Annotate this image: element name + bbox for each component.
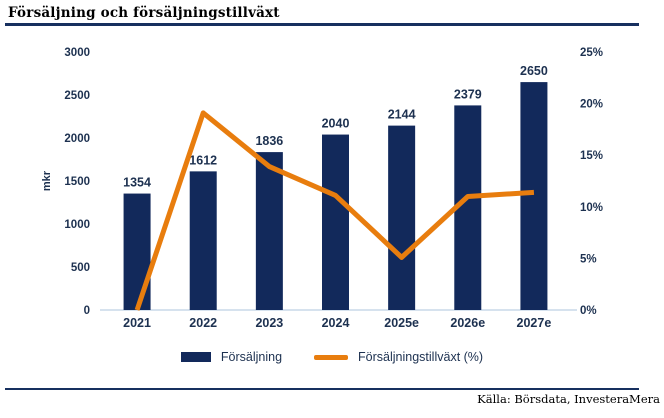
left-axis-tick-label: 1500 [64, 176, 90, 188]
x-axis-label-2023: 2023 [255, 316, 283, 330]
bar-value-label: 2650 [520, 64, 548, 78]
bar-value-label: 2040 [322, 117, 350, 131]
x-axis-label-2025e: 2025e [384, 316, 419, 330]
left-axis-tick-label: 3000 [64, 47, 90, 59]
sales-bar-2025e [388, 125, 416, 310]
x-axis-label-2024: 2024 [322, 316, 350, 330]
sales-bar-2024 [322, 134, 349, 310]
sales-bar-2021 [123, 193, 151, 310]
right-axis-tick-label: 5% [580, 253, 597, 265]
x-axis-label-2027e: 2027e [517, 316, 552, 330]
right-axis-tick-label: 0% [580, 305, 597, 317]
growth-line [134, 110, 535, 311]
title-rule-divider [5, 23, 639, 26]
bottom-rule-divider [5, 388, 639, 390]
legend-bar-label: Försäljning [220, 350, 283, 364]
bar-value-label: 1354 [123, 176, 151, 190]
right-axis-tick-label: 20% [580, 99, 603, 111]
chart-title: Försäljning och försäljningstillväxt [8, 5, 280, 21]
right-axis-tick-label: 10% [580, 202, 603, 214]
sales-bar-2027e [520, 82, 548, 310]
source-attribution: Källa: Börsdata, InvesteraMera [477, 392, 660, 406]
right-axis-tick-label: 15% [580, 150, 603, 162]
legend-line-swatch [314, 354, 349, 360]
chart-legend: Försäljning Försäljningstillväxt (%) [0, 347, 664, 367]
left-axis-tick-label: 2500 [64, 90, 90, 102]
legend-bar-swatch [180, 352, 211, 362]
left-axis-unit-label: mkr [41, 170, 53, 191]
x-axis-label-2021: 2021 [123, 316, 151, 330]
left-axis-tick-label: 1000 [64, 219, 90, 231]
legend-line-label: Försäljningstillväxt (%) [358, 350, 484, 364]
right-axis-tick-label: 25% [580, 47, 603, 59]
left-axis-tick-label: 2000 [64, 133, 90, 145]
x-axis-label-2022: 2022 [189, 316, 217, 330]
left-axis-tick-label: 0 [84, 305, 90, 317]
left-axis-tick-label: 500 [71, 262, 90, 274]
bar-value-label: 1612 [189, 153, 217, 167]
sales-bar-2023 [255, 152, 283, 310]
x-axis-label-2026e: 2026e [450, 316, 485, 330]
bar-value-label: 2379 [454, 87, 482, 101]
bar-value-label: 1836 [255, 134, 283, 148]
sales-bar-2022 [189, 171, 217, 310]
bar-value-label: 2144 [388, 108, 416, 122]
